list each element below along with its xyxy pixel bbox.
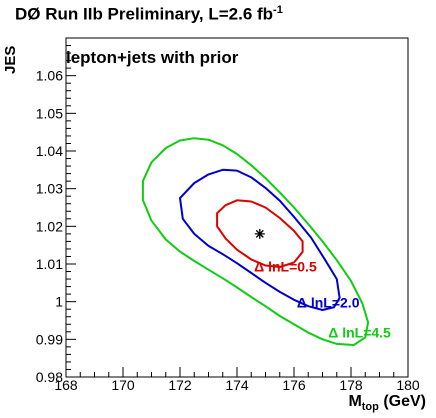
chart-title-main: DØ Run IIb Preliminary, L=2.6 fb bbox=[15, 4, 274, 24]
y-axis-title: JES bbox=[2, 14, 22, 84]
y-tick-label: 1 bbox=[55, 294, 63, 310]
x-tick-label: 180 bbox=[396, 377, 420, 393]
x-tick-label: 174 bbox=[225, 377, 249, 393]
y-tick-label: 1.03 bbox=[36, 181, 63, 197]
contour-line bbox=[179, 168, 341, 311]
x-tick-label: 172 bbox=[168, 377, 192, 393]
chart-title: DØ Run IIb Preliminary, L=2.6 fb-1 bbox=[15, 4, 283, 25]
contour-label: Δ lnL=2.0 bbox=[297, 294, 360, 310]
plot-annotation: lepton+jets with prior bbox=[66, 48, 239, 67]
x-axis-label-main: M bbox=[348, 393, 362, 410]
y-tick-label: 1.04 bbox=[36, 143, 63, 159]
y-tick-label: 0.98 bbox=[36, 369, 63, 385]
contour-line bbox=[141, 137, 370, 346]
x-tick-label: 168 bbox=[54, 377, 78, 393]
x-tick-label: 170 bbox=[111, 377, 135, 393]
best-fit-marker bbox=[254, 228, 265, 239]
y-tick-label: 1.06 bbox=[36, 68, 63, 84]
y-tick-label: 1.05 bbox=[36, 105, 63, 121]
x-axis-label-subscript: top bbox=[361, 401, 379, 414]
x-axis-label-unit: (GeV) bbox=[378, 393, 426, 410]
x-axis-title: Mtop (GeV) bbox=[348, 393, 426, 413]
chart-title-superscript: -1 bbox=[273, 4, 283, 16]
y-tick-label: 0.99 bbox=[36, 331, 63, 347]
x-tick-label: 178 bbox=[339, 377, 363, 393]
y-axis-label: JES bbox=[2, 45, 19, 74]
y-tick-label: 1.01 bbox=[36, 256, 63, 272]
x-tick-label: 176 bbox=[282, 377, 306, 393]
contour-label: Δ lnL=0.5 bbox=[254, 259, 317, 275]
contour-line bbox=[216, 199, 304, 268]
contour-label: Δ lnL=4.5 bbox=[328, 324, 391, 340]
y-tick-label: 1.02 bbox=[36, 218, 63, 234]
